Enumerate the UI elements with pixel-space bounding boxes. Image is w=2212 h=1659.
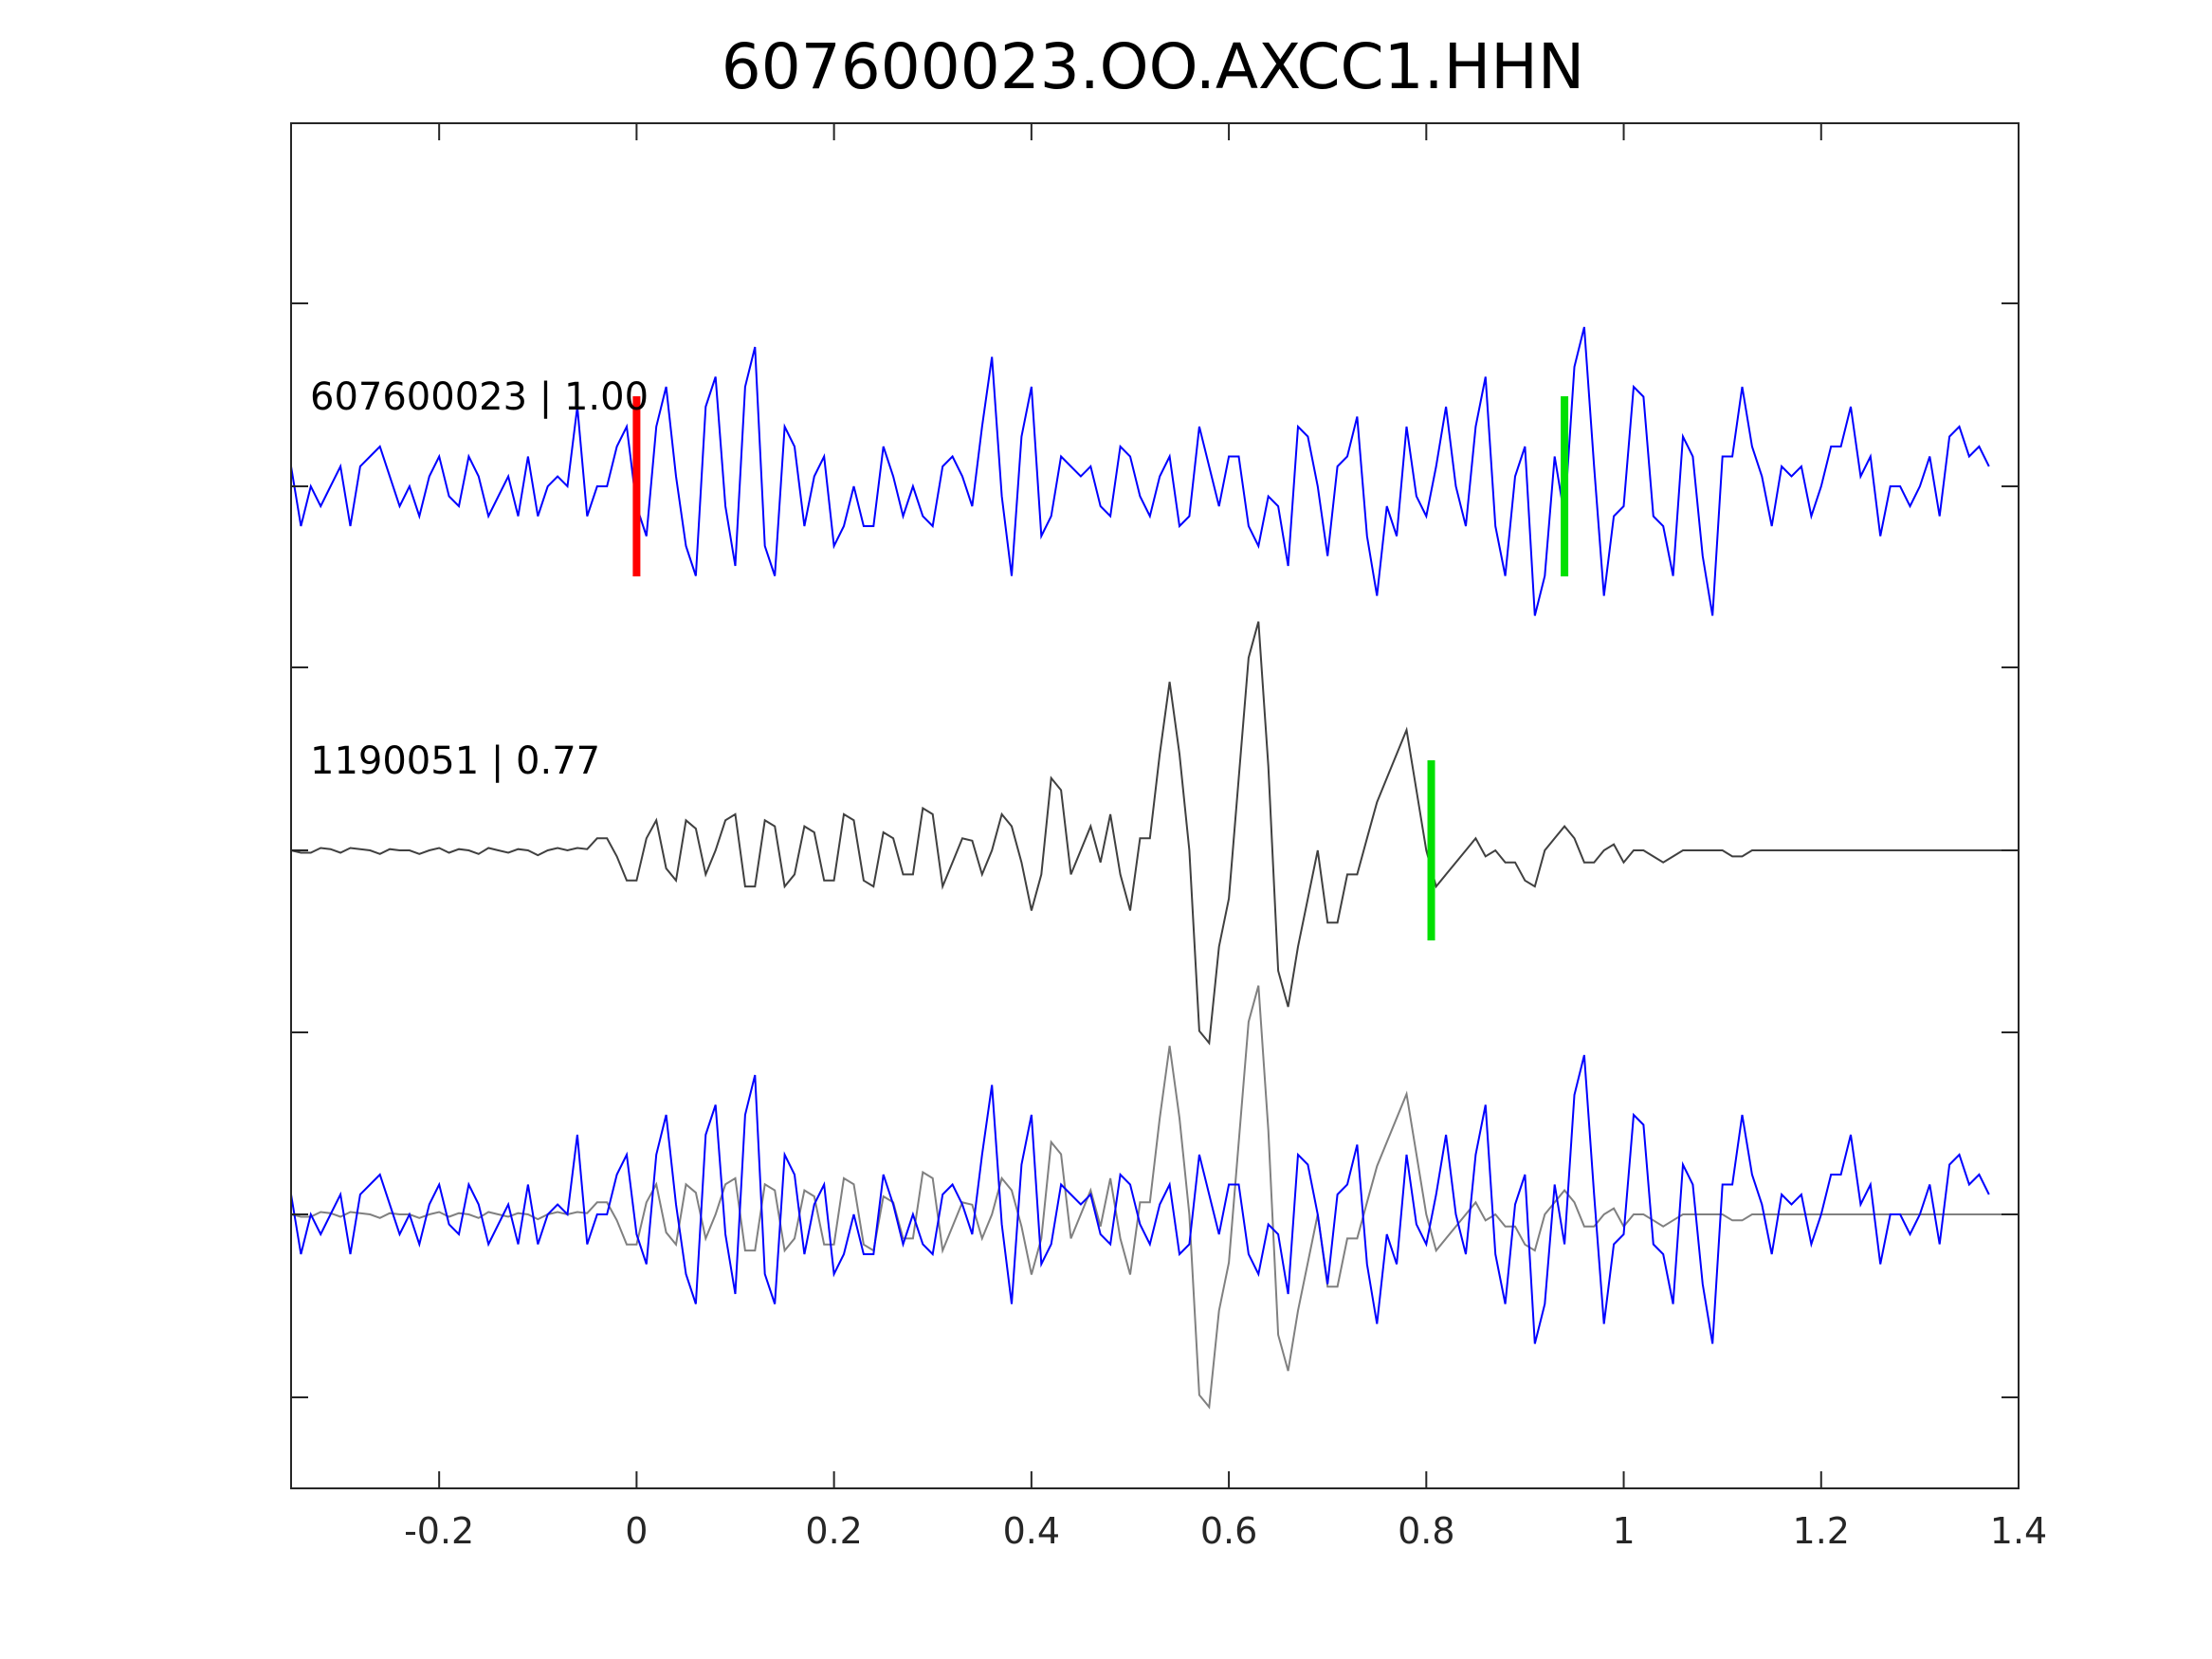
x-tick-label: 1.2	[1793, 1510, 1850, 1552]
x-tick-label: 0.4	[1003, 1510, 1060, 1552]
axis-ticks: -0.2 0 0.2 0.4 0.6 0.8 1 1.2 1.4	[291, 123, 2047, 1552]
x-tick-label: 0	[625, 1510, 648, 1552]
overlay-template-line	[290, 985, 2019, 1410]
x-tick-label: -0.2	[404, 1510, 474, 1552]
target-waveform-line	[290, 326, 1990, 616]
plot-area	[290, 326, 2019, 1410]
trace-label-target: 607600023 | 1.00	[310, 375, 649, 419]
trace-label-template: 1190051 | 0.77	[310, 739, 600, 783]
overlay-target-line	[290, 1054, 1990, 1344]
x-tick-label: 1	[1612, 1510, 1635, 1552]
x-tick-label: 1.4	[1990, 1510, 2047, 1552]
x-tick-label: 0.8	[1398, 1510, 1454, 1552]
chart-title: 607600023.OO.AXCC1.HHN	[722, 30, 1584, 103]
axes-frame	[290, 122, 2020, 1489]
template-waveform-line	[290, 621, 2019, 1046]
x-tick-label: 0.2	[805, 1510, 862, 1552]
x-tick-label: 0.6	[1200, 1510, 1257, 1552]
